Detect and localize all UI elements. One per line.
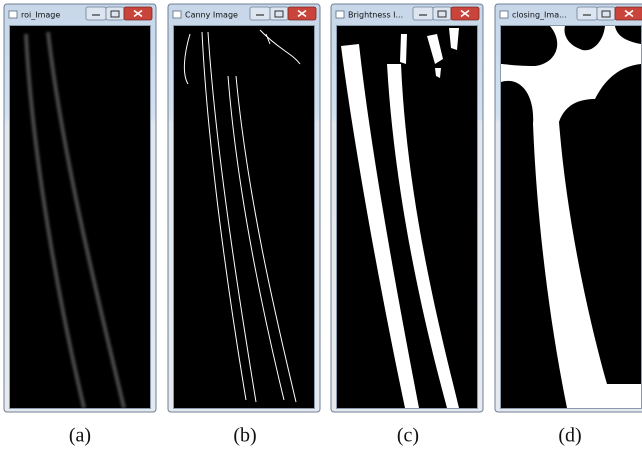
maximize-button[interactable] — [597, 7, 615, 20]
image — [174, 26, 314, 408]
image — [501, 26, 641, 408]
image — [337, 26, 477, 408]
minimize-button[interactable] — [413, 7, 433, 20]
image — [10, 26, 150, 408]
caption: (b) — [233, 425, 256, 447]
window: roi_Image — [4, 4, 156, 412]
window-icon — [336, 11, 344, 18]
maximize-button[interactable] — [433, 7, 451, 20]
window-title: closing_Ima... — [512, 11, 567, 20]
minimize-button[interactable] — [86, 7, 106, 20]
window: Brightness I... — [331, 4, 483, 412]
minimize-button[interactable] — [577, 7, 597, 20]
window-title: Canny Image — [185, 11, 238, 20]
window: Canny Image — [168, 4, 320, 412]
window-icon — [9, 11, 17, 18]
window: closing_Ima... — [495, 4, 642, 412]
caption: (a) — [69, 425, 91, 447]
window-title: roi_Image — [21, 11, 60, 20]
caption: (c) — [397, 425, 419, 447]
page: roi_Image Canny Image — [0, 0, 642, 450]
maximize-button[interactable] — [106, 7, 124, 20]
caption: (d) — [558, 425, 581, 447]
window-title: Brightness I... — [348, 11, 403, 20]
window-icon — [500, 11, 508, 18]
window-icon — [173, 11, 181, 18]
minimize-button[interactable] — [250, 7, 270, 20]
maximize-button[interactable] — [270, 7, 288, 20]
figure: roi_Image Canny Image — [0, 0, 642, 450]
